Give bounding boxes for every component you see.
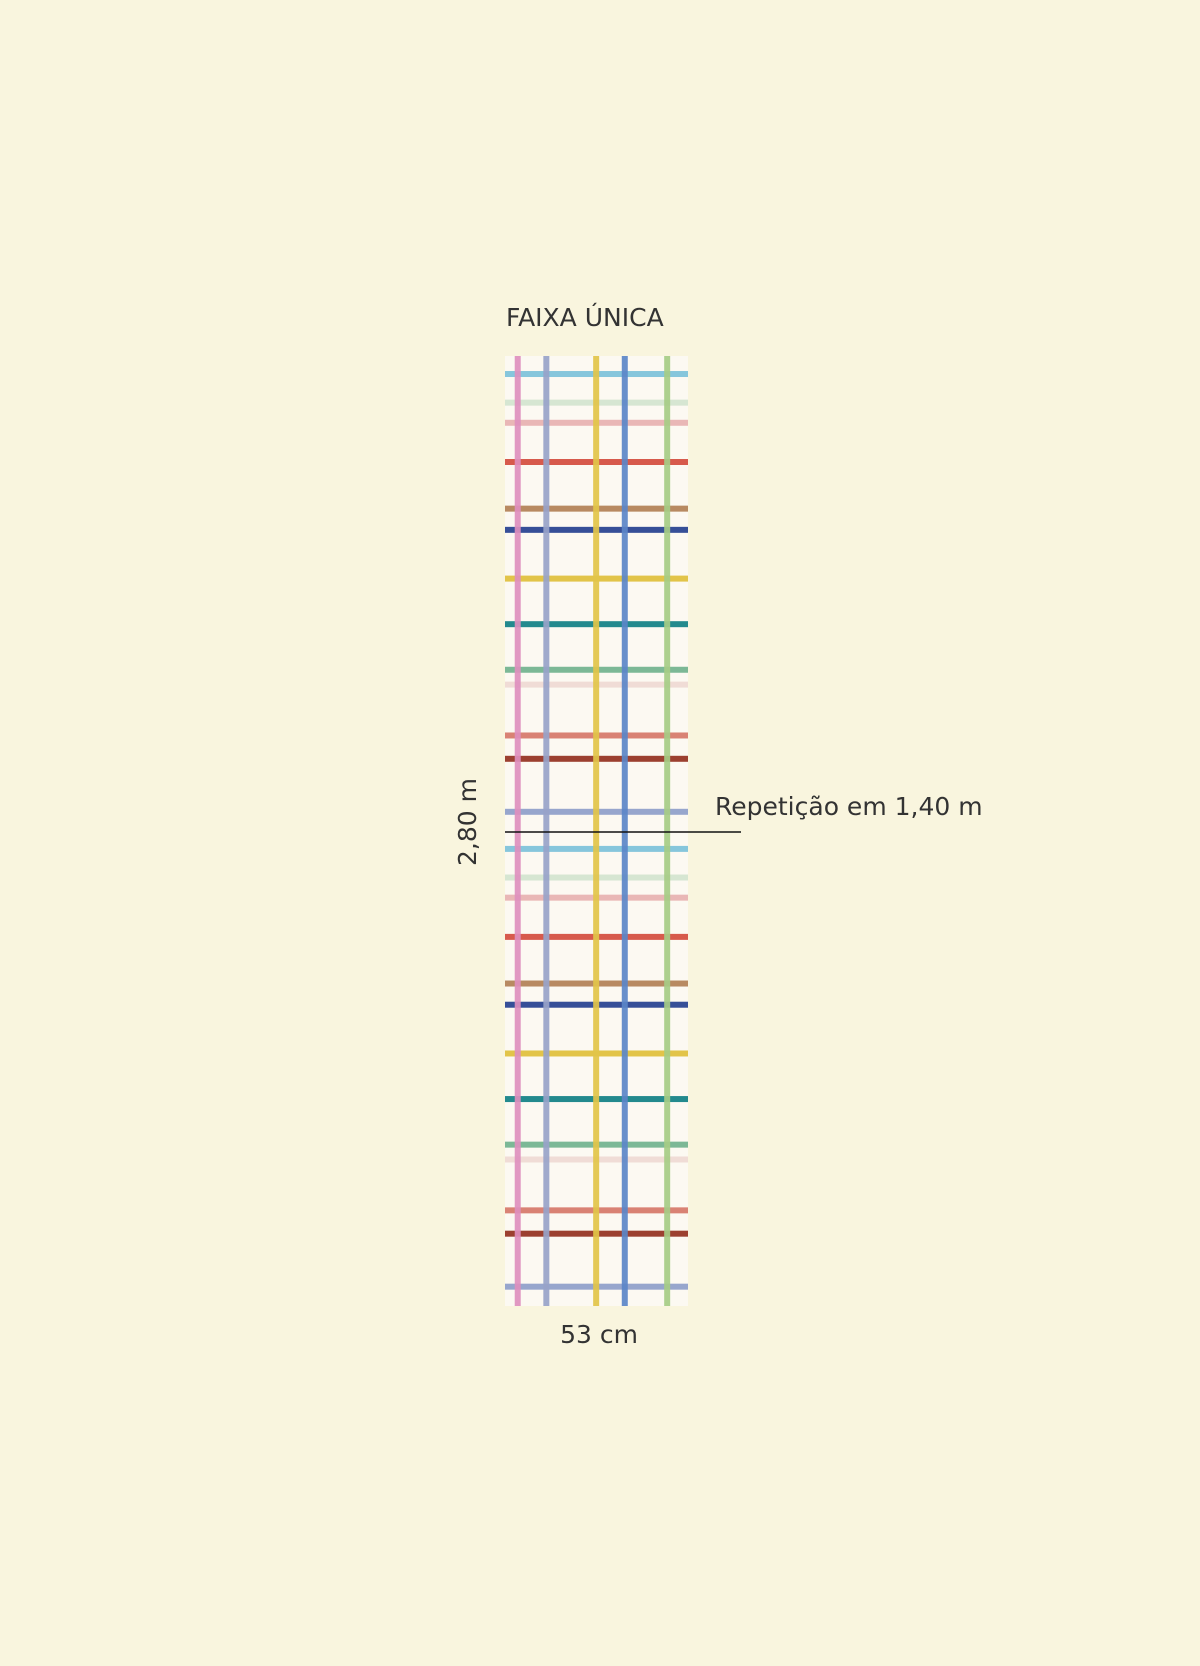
vertical-stripe: [664, 356, 671, 1306]
vertical-stripe: [621, 356, 628, 1306]
height-label: 2,80 m: [453, 778, 482, 866]
vertical-stripe: [543, 356, 550, 1306]
repeat-label: Repetição em 1,40 m: [715, 792, 983, 821]
width-label: 53 cm: [560, 1320, 638, 1349]
vertical-stripe: [593, 356, 600, 1306]
vertical-stripe: [514, 356, 521, 1306]
title: FAIXA ÚNICA: [506, 302, 664, 332]
wallpaper-panel: [505, 356, 688, 1306]
